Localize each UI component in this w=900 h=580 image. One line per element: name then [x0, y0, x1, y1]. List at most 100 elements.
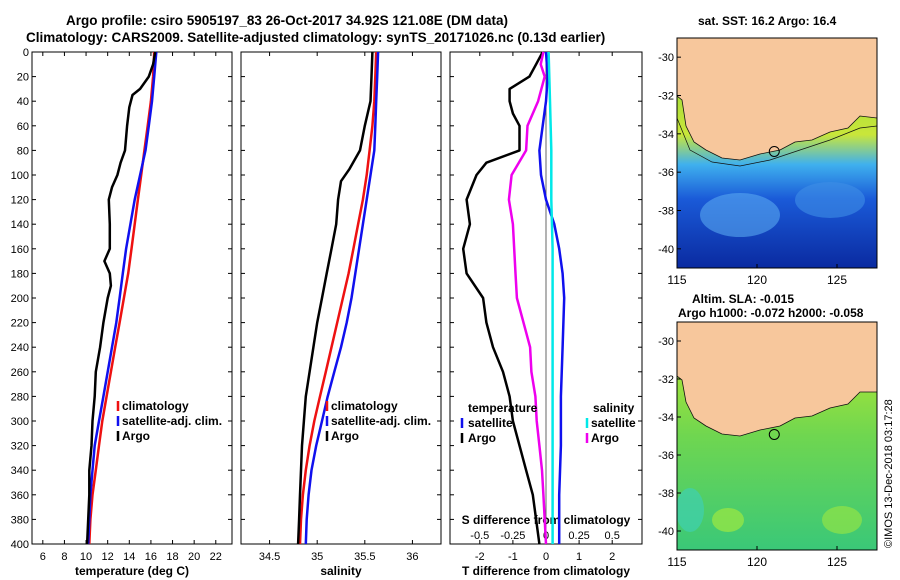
sla-eddy	[822, 506, 862, 534]
sla-map-xtick-label: 120	[747, 555, 767, 569]
sst-map-frame	[676, 37, 878, 269]
sla-map-xtick-label: 125	[827, 555, 847, 569]
ytick-label: 200	[11, 293, 29, 305]
salinity-series-argo	[296, 51, 374, 545]
ytick-label: 20	[17, 72, 29, 84]
sla-map-ytick-label: -32	[658, 374, 674, 386]
legend-temperature-title: temperature	[468, 401, 538, 415]
temperature-legend-label: satellite-adj. clim.	[122, 414, 222, 428]
salinity-legend-label: satellite-adj. clim.	[331, 414, 431, 428]
figure-title-line1: Argo profile: csiro 5905197_83 26-Oct-20…	[66, 13, 508, 28]
sst-map-ytick-label: -30	[658, 52, 674, 64]
difference-xtick-label: 1	[576, 551, 582, 563]
s-xlabel: S difference from climatology	[462, 513, 631, 527]
legend-temperature-label: Argo	[468, 431, 496, 445]
sla-map: Altim. SLA: -0.015 Argo h1000: -0.072 h2…	[658, 292, 878, 569]
temperature-series-argo	[85, 51, 157, 545]
ytick-label: 80	[17, 145, 29, 157]
ytick-label: 0	[23, 47, 29, 59]
imos-timestamp: ©IMOS 13-Dec-2018 03:17:28	[883, 399, 895, 548]
sst-land	[677, 38, 877, 160]
sla-eddy	[712, 508, 744, 532]
salinity-xtick-label: 36	[406, 551, 418, 563]
temperature-xtick-label: 16	[145, 551, 157, 563]
sla-map-title: Altim. SLA: -0.015	[692, 292, 794, 306]
sst-map-ytick-label: -38	[658, 206, 674, 218]
difference-xtick-label: 2	[609, 551, 615, 563]
temperature-legend-label: climatology	[122, 399, 189, 413]
ytick-label: 340	[11, 465, 29, 477]
salinity-series-climatology	[298, 51, 378, 545]
ytick-label: 240	[11, 342, 29, 354]
sla-eddy	[677, 488, 704, 532]
salinity-legend-label: climatology	[331, 399, 398, 413]
temperature-xtick-label: 10	[80, 551, 92, 563]
ytick-label: 400	[11, 539, 29, 551]
sla-map-subtitle: Argo h1000: -0.072 h2000: -0.058	[678, 306, 864, 320]
sst-map-ytick-label: -40	[658, 244, 674, 256]
difference-series-temperature-argo	[461, 51, 544, 545]
temperature-xtick-label: 8	[61, 551, 67, 563]
sst-map-ytick-label: -34	[658, 129, 674, 141]
ytick-label: 40	[17, 96, 29, 108]
s-xtick-label: 0.5	[605, 530, 620, 542]
ytick-label: 120	[11, 195, 29, 207]
sst-map-ytick-label: -32	[658, 91, 674, 103]
sla-coastline	[677, 375, 877, 437]
salinity-xtick-label: 35.5	[354, 551, 375, 563]
temperature-xtick-label: 18	[166, 551, 178, 563]
ytick-label: 60	[17, 121, 29, 133]
legend-temperature-label: satellite	[468, 416, 513, 430]
difference-series-salinity-satellite	[547, 51, 554, 544]
ytick-label: 220	[11, 318, 29, 330]
temperature-xtick-label: 6	[40, 551, 46, 563]
difference-series-temperature-satellite	[538, 51, 566, 544]
legend-salinity-label: Argo	[591, 431, 619, 445]
ytick-label: 160	[11, 244, 29, 256]
salinity-frame	[240, 51, 442, 545]
sst-coastline	[677, 95, 877, 161]
sla-map-ytick-label: -40	[658, 526, 674, 538]
sst-map-xtick-label: 120	[747, 273, 767, 287]
ytick-label: 260	[11, 367, 29, 379]
salinity-series-satellite-adj-clim-	[304, 51, 380, 545]
difference-panel: -2 -1 0 1 2T difference from climatology -0.5…	[449, 51, 643, 578]
legend-salinity-label: satellite	[591, 416, 636, 430]
difference-series-salinity-argo	[507, 51, 548, 545]
temperature-legend-label: Argo	[122, 429, 150, 443]
ytick-label: 360	[11, 490, 29, 502]
s-xtick-label: -0.5	[470, 530, 489, 542]
sst-profile-marker	[768, 145, 780, 157]
temperature-xtick-label: 22	[210, 551, 222, 563]
sst-map-title: sat. SST: 16.2 Argo: 16.4	[698, 14, 837, 28]
ytick-label: 300	[11, 416, 29, 428]
sla-map-frame	[676, 321, 878, 551]
salinity-panel: 34.5 35 35.5 36 salinity climatologysatellite…	[240, 51, 442, 578]
ytick-label: 140	[11, 219, 29, 231]
sst-isobath	[677, 117, 877, 167]
salinity-legend-label: Argo	[331, 429, 359, 443]
sla-map-ytick-label: -30	[658, 336, 674, 348]
sla-map-ytick-label: -38	[658, 488, 674, 500]
temperature-series-satellite-adj-clim-	[86, 51, 158, 545]
ytick-label: 320	[11, 441, 29, 453]
sla-map-ytick-label: -36	[658, 450, 674, 462]
sla-map-ytick-label: -34	[658, 412, 674, 424]
s-xtick-label: -0.25	[500, 530, 525, 542]
difference-xtick-label: 0	[543, 551, 549, 563]
salinity-xtick-label: 34.5	[259, 551, 280, 563]
s-xtick-label: 0.25	[568, 530, 589, 542]
sla-land	[677, 322, 877, 436]
temperature-xtick-label: 12	[102, 551, 114, 563]
salinity-xlabel: salinity	[320, 564, 362, 578]
ytick-label: 100	[11, 170, 29, 182]
temperature-xtick-label: 14	[123, 551, 135, 563]
difference-xtick-label: -2	[475, 551, 485, 563]
salinity-xtick-label: 35	[311, 551, 323, 563]
ytick-label: 180	[11, 268, 29, 280]
sla-map-xtick-label: 115	[667, 555, 686, 569]
temperature-xtick-label: 20	[188, 551, 200, 563]
sst-map: sat. SST: 16.2 Argo: 16.4 115 120 125 -30 -3…	[658, 14, 878, 287]
sst-map-xtick-label: 115	[667, 273, 686, 287]
